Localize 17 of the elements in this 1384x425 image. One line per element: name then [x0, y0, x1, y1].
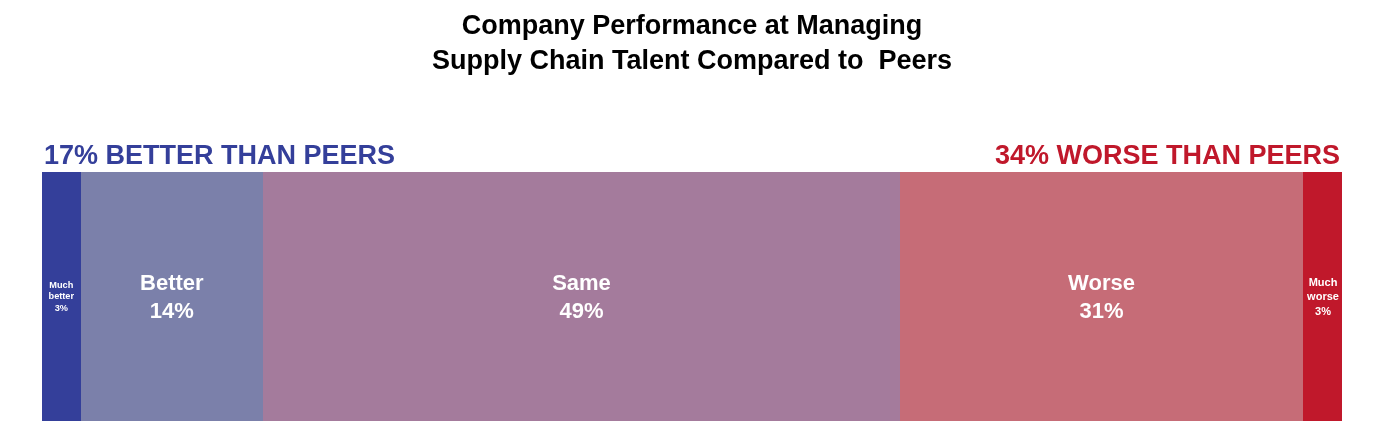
series-label: Same — [552, 269, 611, 295]
series-label: Much worse — [1306, 276, 1339, 303]
chart-title: Company Performance at Managing Supply Chain Talent Compared to Peers — [431, 10, 953, 76]
text: 17% BETTER THAN PEERS — [44, 140, 396, 170]
series-label: Worse — [1068, 269, 1135, 295]
data-label: 14% — [149, 298, 194, 324]
data-label: 3% — [54, 303, 68, 314]
data-label: 49% — [559, 298, 604, 324]
bar — [81, 172, 263, 421]
data-label: 3% — [1315, 304, 1332, 317]
bar — [42, 172, 81, 421]
series-label: Better — [139, 269, 205, 295]
data-label: 31% — [1079, 298, 1124, 324]
text: 34% WORSE THAN PEERS — [995, 140, 1341, 170]
bar — [1303, 172, 1342, 421]
bar — [900, 172, 1303, 421]
series-label: Much better — [48, 279, 75, 302]
